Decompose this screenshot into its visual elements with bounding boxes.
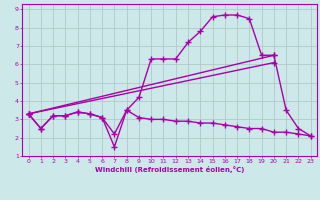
- X-axis label: Windchill (Refroidissement éolien,°C): Windchill (Refroidissement éolien,°C): [95, 166, 244, 173]
